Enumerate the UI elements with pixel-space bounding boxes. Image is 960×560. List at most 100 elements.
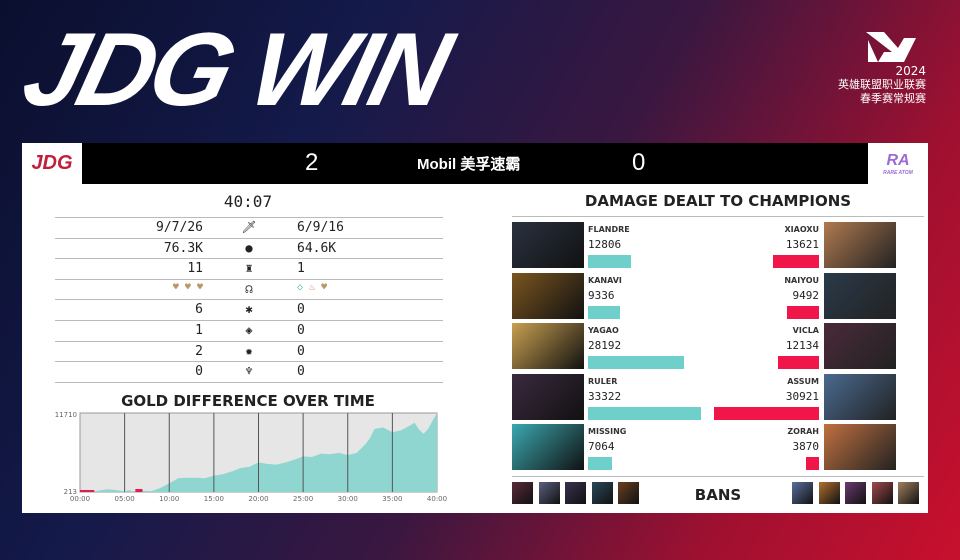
right-player-name: XIAOXU xyxy=(784,225,819,234)
left-gold: 76.3K xyxy=(163,240,203,256)
ban-champion-icon xyxy=(871,482,893,504)
right-player-name: VICLA xyxy=(792,326,819,335)
champion-portrait xyxy=(824,424,896,470)
league-name: 英雄联盟职业联赛 xyxy=(838,78,926,91)
ban-champion-icon xyxy=(898,482,919,504)
x-tick-label: 05:00 xyxy=(115,495,135,503)
bans-label: BANS xyxy=(694,486,742,504)
left-player-name: YAGAO xyxy=(588,326,619,335)
right-player-name: NAIYOU xyxy=(784,275,819,285)
right-dragons: ◇ ♨ ♥ xyxy=(297,281,328,293)
y-tick-min: 213 xyxy=(64,488,77,496)
left-damage-value: 28192 xyxy=(588,339,622,352)
champion-portrait xyxy=(824,373,896,420)
right-towers: 1 xyxy=(297,261,305,277)
lpl-logo-icon xyxy=(866,32,916,62)
champion-portrait xyxy=(512,323,584,369)
left-damage-value: 33322 xyxy=(588,389,622,403)
left-herald: 1 xyxy=(195,322,203,338)
right-baron: 0 xyxy=(297,343,305,359)
jdg-logo: JDG xyxy=(22,143,82,184)
right-damage-bar xyxy=(777,356,819,369)
gold-icon: ● xyxy=(245,240,253,255)
baron-icon: ✹ xyxy=(245,343,253,358)
right-damage-value: 12134 xyxy=(785,339,819,352)
champion-portrait xyxy=(824,323,896,369)
x-tick-label: 40:00 xyxy=(427,495,447,503)
right-damage-value: 13621 xyxy=(785,238,819,251)
sword-icon: 🗡 xyxy=(241,220,257,234)
damage-row: FLANDRE 12806 XIAOXU 13621 xyxy=(512,222,897,268)
ban-champion-icon xyxy=(591,482,613,504)
ban-champion-icon xyxy=(512,482,533,504)
left-damage-bar xyxy=(588,356,684,369)
right-damage-bar xyxy=(772,255,819,268)
ban-champion-icon xyxy=(845,482,866,504)
damage-row: RULER 33322 ASSUM 30921 xyxy=(512,373,897,420)
headline: JDG WIN xyxy=(12,12,459,128)
ban-champion-icon xyxy=(818,482,840,504)
herald-row: 1 ◈ 0 xyxy=(55,321,443,342)
left-damage-value: 9336 xyxy=(588,288,615,302)
right-elder: 0 xyxy=(297,364,305,380)
champion-portrait xyxy=(512,272,584,319)
x-tick-label: 15:00 xyxy=(204,495,224,503)
dragon-icon: ☊ xyxy=(245,281,253,296)
champion-portrait xyxy=(512,424,584,470)
league-year: 2024 xyxy=(895,64,926,78)
damage-row: KANAVI 9336 NAIYOU 9492 xyxy=(512,272,897,319)
right-damage-value: 3870 xyxy=(792,440,820,453)
gold-row: 76.3K ● 64.6K xyxy=(55,239,443,260)
left-score: 2 xyxy=(305,149,319,176)
right-grubs: 0 xyxy=(297,302,305,318)
damage-title: DAMAGE DEALT TO CHAMPIONS xyxy=(512,192,924,217)
ban-champion-icon xyxy=(792,482,813,504)
right-kda: 6/9/16 xyxy=(297,220,344,235)
champion-portrait xyxy=(512,373,584,420)
league-season: 春季赛常规赛 xyxy=(860,92,926,105)
left-damage-bar xyxy=(588,457,612,470)
game-time: 40:07 xyxy=(223,192,273,211)
left-player-name: KANAVI xyxy=(588,275,622,285)
left-damage-bar xyxy=(588,406,701,420)
gold-chart-title: GOLD DIFFERENCE OVER TIME xyxy=(121,392,375,410)
x-tick-label: 10:00 xyxy=(159,495,179,503)
champion-portrait xyxy=(824,222,896,268)
left-damage-value: 12806 xyxy=(588,238,622,251)
right-player-name: ASSUM xyxy=(787,376,819,386)
ban-champion-icon xyxy=(618,482,639,504)
bans-row: BANS xyxy=(512,476,924,512)
left-grubs: 6 xyxy=(195,302,203,318)
right-damage-value: 9492 xyxy=(792,288,820,302)
right-player-name: ZORAH xyxy=(787,427,819,436)
rare-atom-logo: RA RARE ATOM xyxy=(868,143,928,184)
right-score: 0 xyxy=(632,149,646,176)
x-tick-label: 35:00 xyxy=(382,495,402,503)
right-damage-bar xyxy=(786,305,819,319)
champion-portrait xyxy=(824,272,896,319)
right-herald: 0 xyxy=(297,322,305,338)
right-damage-bar xyxy=(805,457,819,470)
x-tick-label: 25:00 xyxy=(293,495,313,503)
scoreboard: JDG 2 Mobil 美孚速霸 0 RA RARE ATOM xyxy=(22,143,928,184)
void-grubs-row: 6 ✱ 0 xyxy=(55,300,443,321)
right-damage-value: 30921 xyxy=(785,389,819,403)
y-tick-max: 11710 xyxy=(55,411,77,419)
right-damage-bar xyxy=(714,406,819,420)
left-baron: 2 xyxy=(195,343,203,359)
left-damage-bar xyxy=(588,255,632,268)
elder-icon: ♆ xyxy=(245,364,253,379)
tower-icon: ♜ xyxy=(245,261,253,276)
left-player-name: FLANDRE xyxy=(588,225,630,234)
right-gold: 64.6K xyxy=(297,240,337,256)
baron-row: 2 ✹ 0 xyxy=(55,342,443,363)
damage-row: MISSING 7064 ZORAH 3870 xyxy=(512,424,897,470)
negative-gold-segment xyxy=(80,490,95,492)
x-tick-label: 20:00 xyxy=(248,495,268,503)
towers-row: 11 ♜ 1 xyxy=(55,259,443,280)
left-damage-value: 7064 xyxy=(588,440,615,453)
x-tick-label: 30:00 xyxy=(338,495,358,503)
left-player-name: MISSING xyxy=(588,427,627,436)
left-dragons: ♥ ♥ ♥ xyxy=(172,281,203,293)
left-damage-bar xyxy=(588,305,620,319)
